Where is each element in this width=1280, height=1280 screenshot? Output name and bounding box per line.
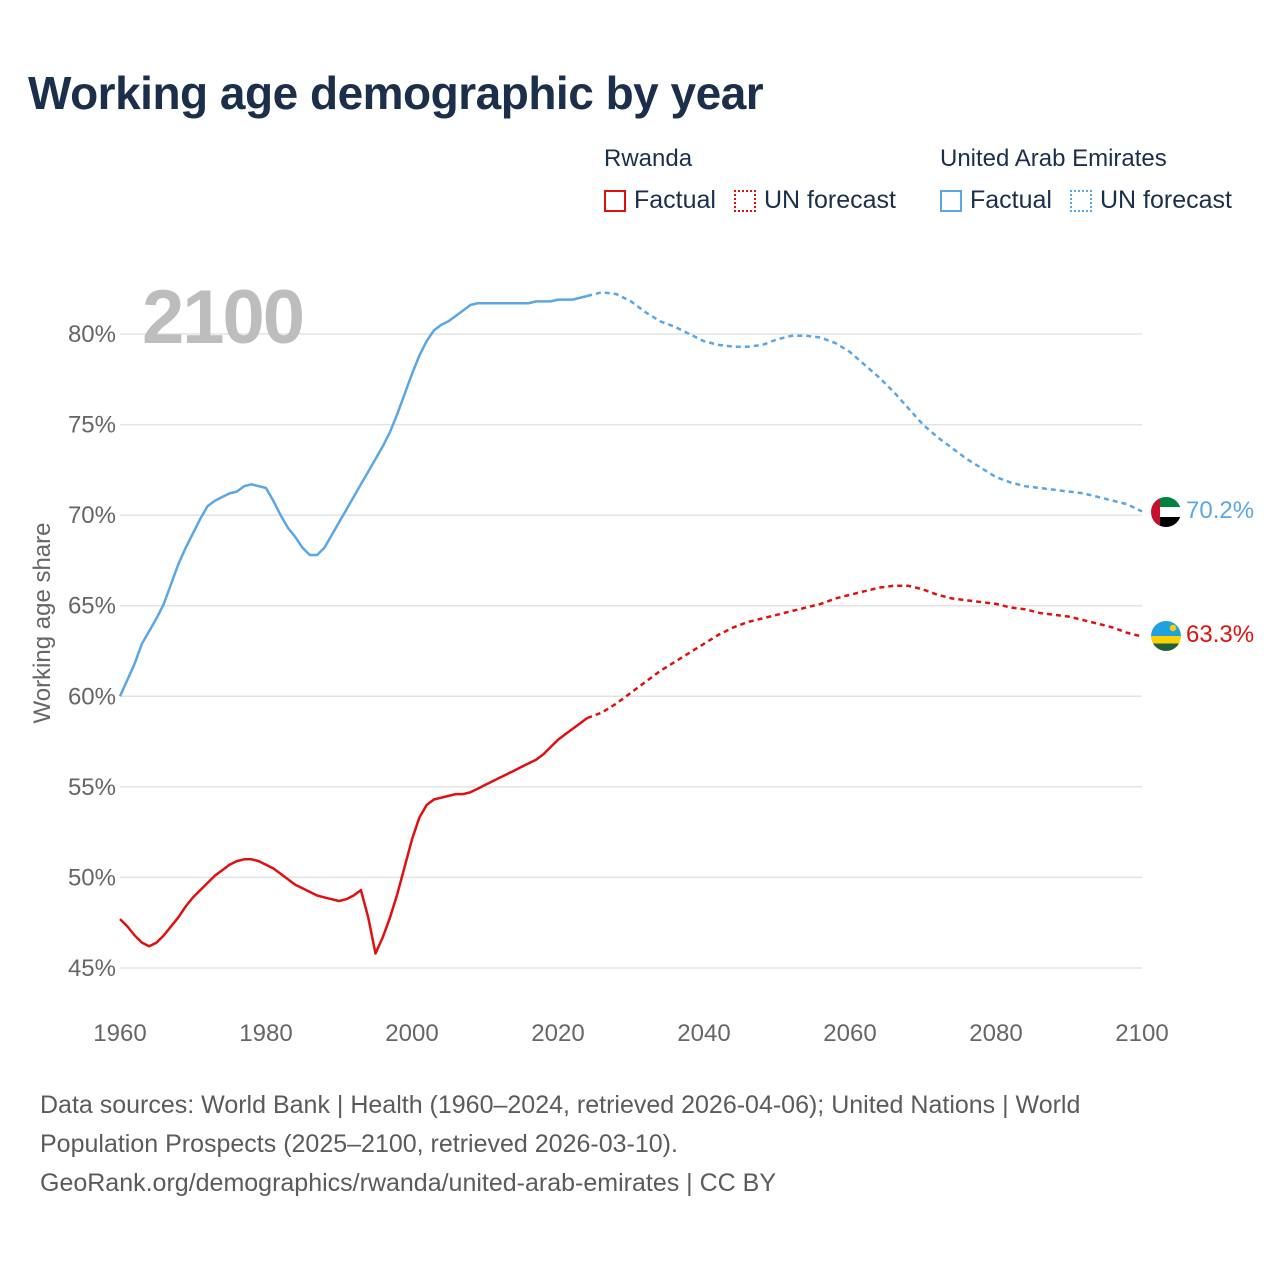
legend-rwanda-forecast[interactable]: UN forecast [733,186,896,215]
legend-uae-factual[interactable]: Factual [940,186,1052,215]
series-line-united-arab-emirates-forecast[interactable] [586,291,1143,513]
x-tick-label: 1960 [93,1020,146,1047]
legend-uae: United Arab Emirates Factual UN forecast [940,144,1250,215]
y-tick-label: 50% [68,864,116,891]
gridlines [120,333,1142,969]
line-chart: 45% 50% 55% 60% 65% 70% 75% 80% 1960 1980 2000 202… [29,275,1254,1047]
legend-label-rwanda-factual: Factual [634,186,716,214]
x-tick-label: 2080 [969,1020,1022,1047]
legend-rwanda: Rwanda Factual UN forecast [604,144,914,215]
chart-title: Working age demographic by year [28,67,764,119]
series-line-rwanda-forecast[interactable] [586,584,1143,720]
year-watermark: 2100 [142,275,303,360]
x-tick-label: 2060 [823,1020,876,1047]
footer-line-3[interactable]: GeoRank.org/demographics/rwanda/united-a… [40,1169,777,1197]
y-tick-label: 55% [68,774,116,801]
y-tick-label: 45% [68,955,116,982]
footer-line-2: Population Prospects (2025–2100, retriev… [40,1130,678,1158]
y-tick-label: 65% [68,593,116,620]
legend-country-rwanda: Rwanda [604,145,693,172]
series-line-united-arab-emirates-factual[interactable] [118,294,588,697]
end-label-rwanda: 63.3% [1186,621,1254,648]
y-tick-label: 75% [68,412,116,439]
footer-line-1: Data sources: World Bank | Health (1960–… [40,1091,1081,1119]
series-lines [118,291,1143,955]
x-tick-label: 2100 [1115,1020,1168,1047]
x-tick-label: 2040 [677,1020,730,1047]
legend-country-uae: United Arab Emirates [940,145,1167,172]
x-tick-label: 1980 [239,1020,292,1047]
legend-label-uae-forecast: UN forecast [1099,186,1232,214]
legend-swatch-rwanda-forecast [733,189,756,212]
legend-swatch-rwanda-factual [604,189,626,212]
end-label-uae: 70.2% [1186,497,1254,524]
y-tick-label: 80% [68,321,116,348]
x-tick-label: 2020 [531,1020,584,1047]
y-axis-label: Working age share [29,523,56,724]
legend-uae-forecast[interactable]: UN forecast [1069,186,1232,215]
rwanda-flag-icon [1151,621,1181,651]
uae-flag-icon [1151,497,1181,527]
legend-label-rwanda-forecast: UN forecast [763,186,896,214]
y-axis-ticks: 45% 50% 55% 60% 65% 70% 75% 80% [68,321,116,982]
legend-swatch-uae-forecast [1069,189,1092,212]
legend-swatch-uae-factual [940,189,962,212]
series-line-rwanda-factual[interactable] [119,717,588,955]
x-axis-ticks: 1960 1980 2000 2020 2040 2060 2080 2100 [93,1020,1168,1047]
legend-rwanda-factual[interactable]: Factual [604,186,716,215]
footer-sources: Data sources: World Bank | Health (1960–… [40,1086,1240,1203]
x-tick-label: 2000 [385,1020,438,1047]
legend-label-uae-factual: Factual [970,186,1052,214]
y-tick-label: 60% [68,683,116,710]
y-tick-label: 70% [68,502,116,529]
